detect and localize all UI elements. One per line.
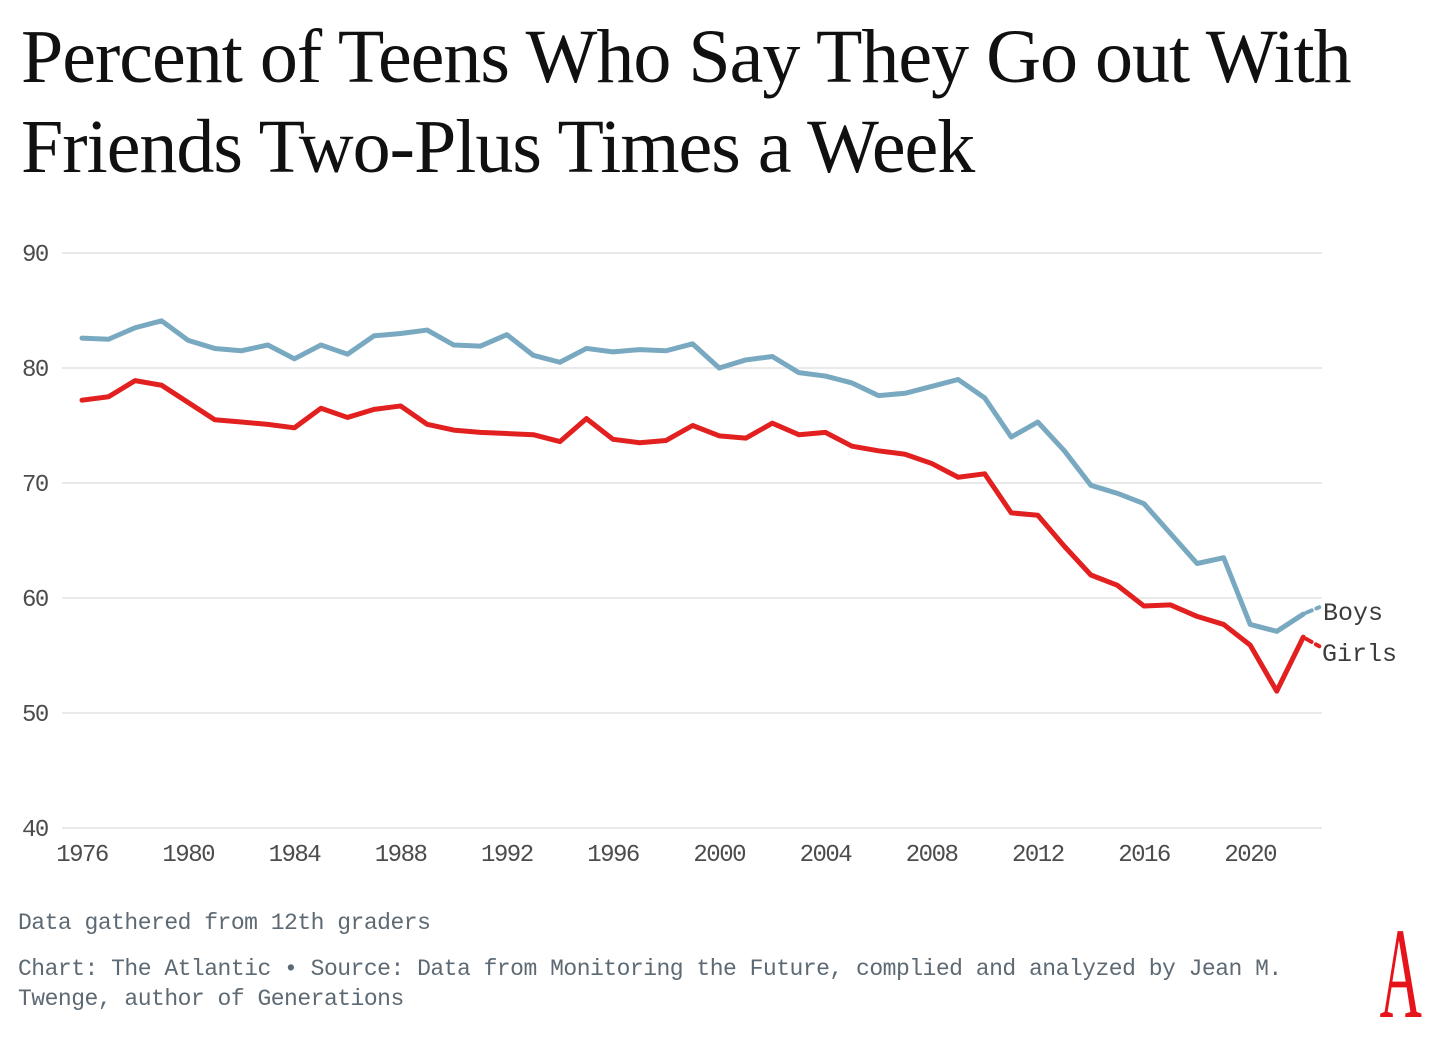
x-tick-label: 2000 [693, 842, 745, 869]
x-tick-label: 1996 [587, 842, 639, 869]
x-tick-label: 2004 [800, 842, 853, 869]
y-tick-label: 40 [22, 817, 48, 844]
footer-note: Data gathered from 12th graders [18, 910, 431, 936]
girls-dashed-tail [1304, 636, 1322, 649]
title-line-2: Friends Two-Plus Times a Week [21, 105, 975, 189]
x-tick-label: 1992 [481, 842, 533, 869]
atlantic-logo-letter: A [1379, 902, 1422, 1040]
title-line-1: Percent of Teens Who Say They Go out Wit… [21, 15, 1352, 99]
boys-series-label: Boys [1323, 599, 1384, 628]
footer-credit: Chart: The Atlantic • Source: Data from … [18, 956, 1282, 1012]
y-tick-label: 70 [22, 472, 48, 499]
x-tick-label: 1976 [56, 842, 108, 869]
boys-dashed-tail [1304, 605, 1322, 615]
y-tick-label: 80 [22, 357, 48, 384]
y-tick-label: 60 [22, 587, 48, 614]
x-tick-label: 2020 [1224, 842, 1276, 869]
girls-series-label: Girls [1322, 640, 1398, 669]
atlantic-logo: A [1322, 902, 1422, 1040]
boys-line [79, 318, 1306, 634]
x-tick-label: 2016 [1118, 842, 1170, 869]
y-tick-label: 90 [22, 242, 48, 269]
x-tick-label: 2012 [1012, 842, 1064, 869]
x-tick-label: 1988 [375, 842, 427, 869]
y-tick-label: 50 [22, 702, 48, 729]
x-tick-label: 1980 [162, 842, 214, 869]
x-tick-label: 2008 [906, 842, 958, 869]
girls-line [79, 378, 1306, 694]
x-tick-label: 1984 [269, 842, 322, 869]
page-title: Percent of Teens Who Say They Go out Wit… [21, 12, 1352, 192]
